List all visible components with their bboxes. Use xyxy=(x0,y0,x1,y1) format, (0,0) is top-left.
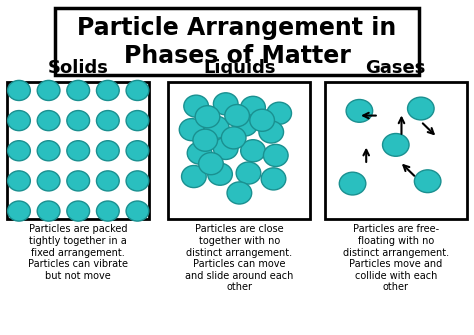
Ellipse shape xyxy=(241,140,265,162)
Ellipse shape xyxy=(126,141,149,161)
Ellipse shape xyxy=(187,142,212,164)
Ellipse shape xyxy=(193,129,218,151)
Ellipse shape xyxy=(213,137,238,159)
Ellipse shape xyxy=(225,105,249,127)
Ellipse shape xyxy=(8,80,30,100)
Ellipse shape xyxy=(199,152,223,175)
Ellipse shape xyxy=(236,162,261,184)
Ellipse shape xyxy=(67,111,90,131)
Ellipse shape xyxy=(96,111,119,131)
Ellipse shape xyxy=(204,116,229,138)
Ellipse shape xyxy=(126,80,149,100)
Ellipse shape xyxy=(233,114,257,136)
Ellipse shape xyxy=(184,95,209,117)
Ellipse shape xyxy=(383,133,409,156)
Ellipse shape xyxy=(213,93,238,115)
Ellipse shape xyxy=(250,109,274,131)
Text: Particles are packed
tightly together in a
fixed arrangement.
Particles can vibr: Particles are packed tightly together in… xyxy=(28,224,128,281)
Ellipse shape xyxy=(96,141,119,161)
FancyBboxPatch shape xyxy=(7,82,149,219)
Ellipse shape xyxy=(96,80,119,100)
Ellipse shape xyxy=(182,165,206,188)
Ellipse shape xyxy=(67,80,90,100)
Ellipse shape xyxy=(195,106,220,128)
Text: Particle Arrangement in
Phases of Matter: Particle Arrangement in Phases of Matter xyxy=(77,16,397,68)
Ellipse shape xyxy=(126,111,149,131)
Ellipse shape xyxy=(221,127,246,149)
Ellipse shape xyxy=(37,141,60,161)
Ellipse shape xyxy=(241,96,265,119)
Ellipse shape xyxy=(264,144,288,166)
Ellipse shape xyxy=(126,201,149,221)
Ellipse shape xyxy=(179,119,204,141)
Ellipse shape xyxy=(339,172,366,195)
Ellipse shape xyxy=(414,170,441,193)
Ellipse shape xyxy=(37,201,60,221)
Text: Gases: Gases xyxy=(365,59,426,77)
Ellipse shape xyxy=(8,111,30,131)
Ellipse shape xyxy=(227,182,252,204)
Ellipse shape xyxy=(37,171,60,191)
Ellipse shape xyxy=(8,201,30,221)
Ellipse shape xyxy=(408,97,434,120)
Ellipse shape xyxy=(96,171,119,191)
Ellipse shape xyxy=(67,171,90,191)
FancyBboxPatch shape xyxy=(168,82,310,219)
Ellipse shape xyxy=(346,99,373,122)
Ellipse shape xyxy=(37,80,60,100)
Ellipse shape xyxy=(96,201,119,221)
Text: Particles are close
together with no
distinct arrangement.
Particles can move
an: Particles are close together with no dis… xyxy=(185,224,293,292)
Ellipse shape xyxy=(208,163,232,185)
Ellipse shape xyxy=(126,171,149,191)
FancyBboxPatch shape xyxy=(325,82,467,219)
Ellipse shape xyxy=(67,141,90,161)
Ellipse shape xyxy=(267,102,292,124)
Text: Liquids: Liquids xyxy=(203,59,275,77)
Ellipse shape xyxy=(8,171,30,191)
Ellipse shape xyxy=(67,201,90,221)
Text: Solids: Solids xyxy=(48,59,109,77)
Ellipse shape xyxy=(37,111,60,131)
FancyBboxPatch shape xyxy=(55,8,419,75)
Ellipse shape xyxy=(259,121,283,143)
Text: Particles are free-
floating with no
distinct arrangement.
Particles move and
co: Particles are free- floating with no dis… xyxy=(343,224,449,292)
Ellipse shape xyxy=(8,141,30,161)
Ellipse shape xyxy=(261,168,286,190)
